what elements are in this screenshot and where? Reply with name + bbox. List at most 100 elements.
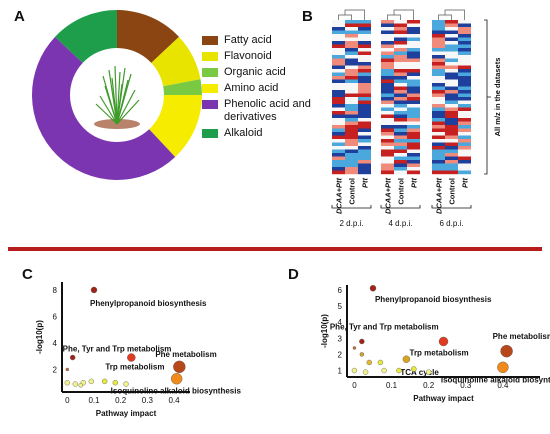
heatmap-cell (432, 20, 445, 24)
heatmap-cell (381, 146, 394, 150)
heatmap-cell (432, 97, 445, 101)
heatmap-cell (394, 160, 407, 164)
legend-item: Phenolic acid and derivatives (202, 98, 344, 124)
heatmap-cell (445, 153, 458, 157)
heatmap-cell (445, 156, 458, 161)
heatmap-cell (432, 55, 445, 59)
heatmap-cell (407, 90, 420, 94)
heatmap-cell (332, 93, 345, 98)
heatmap-cell (394, 90, 407, 94)
heatmap-cell (381, 121, 394, 126)
plant-illustration (94, 65, 140, 129)
data-point (377, 359, 384, 366)
heatmap-cell (458, 153, 471, 157)
heatmap-cell (332, 114, 345, 119)
heatmap-cell (332, 111, 345, 115)
heatmap-cell (432, 79, 445, 84)
heatmap-cell (458, 170, 471, 175)
heatmap-cell (358, 170, 371, 175)
heatmap-row-axis-label: All m/z in the datasets (493, 58, 502, 137)
heatmap-cell (445, 48, 458, 52)
heatmap-cell (332, 90, 345, 94)
heatmap-cell (394, 55, 407, 59)
heatmap-cell (432, 128, 445, 133)
heatmap-cell (445, 23, 458, 28)
data-point (101, 378, 108, 385)
heatmap-cell (407, 114, 420, 119)
donut-slice (117, 10, 179, 63)
heatmap-column-label: Control (448, 178, 457, 205)
heatmap-cell (445, 27, 458, 31)
heatmap-cell (458, 146, 471, 150)
heatmap-cell (432, 34, 445, 38)
heatmap-cell (345, 97, 358, 101)
heatmap-cell (458, 23, 471, 28)
heatmap-cell (394, 41, 407, 45)
heatmap-cell (381, 41, 394, 45)
point-label: Phenylpropanoid biosynthesis (375, 295, 492, 304)
data-point (359, 352, 365, 357)
heatmap-cell (381, 125, 394, 129)
panel-d-label: D (288, 266, 299, 283)
heatmap-cell (432, 121, 445, 126)
legend-item: Flavonoid (202, 50, 344, 63)
heatmap-cell (458, 86, 471, 91)
y-tick-label: 8 (53, 286, 58, 295)
heatmap-cell (432, 139, 445, 143)
panel-a-label: A (14, 8, 25, 25)
legend-label: Organic acid (224, 66, 286, 78)
heatmap-cell (332, 41, 345, 45)
heatmap-cell (381, 93, 394, 98)
point-label: Trp metabolism (105, 363, 164, 372)
heatmap-cell (394, 167, 407, 171)
heatmap-cell (445, 125, 458, 129)
heatmap-cell (432, 48, 445, 52)
point-label: Phenylpropanoid biosynthesis (90, 299, 207, 308)
point-label: Isoquinoline alkaloid biosynthesis (441, 375, 550, 384)
heatmap-cell (332, 135, 345, 140)
heatmap-cell (407, 69, 420, 73)
heatmap-cell (345, 139, 358, 143)
heatmap-cell (345, 62, 358, 66)
y-tick-label: 5 (338, 302, 343, 311)
heatmap-cell (445, 69, 458, 73)
heatmap-cell (394, 51, 407, 56)
data-point (69, 354, 76, 361)
heatmap-cell (458, 20, 471, 24)
x-tick-label: 0.3 (460, 381, 472, 390)
heatmap-cell (445, 34, 458, 38)
heatmap-cell (394, 170, 407, 175)
heatmap-cell (381, 142, 394, 147)
heatmap-cell (432, 62, 445, 66)
heatmap-cell (332, 146, 345, 150)
heatmap-chart: DCAA+Ptt Control Ptt 2 d.p.i. DCAA+Ptt Contro… (331, 9, 502, 228)
heatmap-cell (332, 44, 345, 49)
heatmap-cell (358, 37, 371, 42)
point-label: Isoquinoline alkaloid biosynthesis (111, 387, 242, 396)
heatmap-cell (345, 146, 358, 150)
y-tick-label: 2 (53, 365, 58, 374)
y-tick-label: 6 (338, 286, 343, 295)
heatmap-cell (458, 114, 471, 119)
heatmap-cell (358, 48, 371, 52)
heatmap-cell (381, 72, 394, 77)
heatmap-cell (332, 27, 345, 31)
x-tick-label: 0.1 (88, 396, 100, 405)
heatmap-cell (458, 111, 471, 115)
heatmap-cell (345, 72, 358, 77)
heatmap-cell (458, 104, 471, 108)
heatmap-cell (358, 27, 371, 31)
heatmap-cell (458, 55, 471, 59)
data-point (411, 366, 417, 372)
heatmap-cell (394, 23, 407, 28)
heatmap-cell (345, 41, 358, 45)
heatmap-cell (458, 79, 471, 84)
heatmap-cell (332, 156, 345, 161)
heatmap-cell (358, 58, 371, 63)
heatmap-cell (345, 167, 358, 171)
heatmap-cell (458, 163, 471, 168)
group-bracket (331, 205, 372, 209)
heatmap-cell (407, 65, 420, 70)
heatmap-cell (432, 58, 445, 63)
heatmap-cell (432, 149, 445, 154)
